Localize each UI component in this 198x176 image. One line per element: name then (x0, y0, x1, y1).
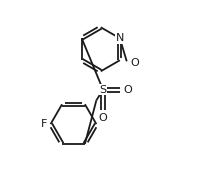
Text: O: O (99, 113, 108, 123)
Text: N: N (116, 33, 124, 43)
Text: O: O (130, 58, 139, 68)
Text: F: F (41, 119, 48, 129)
Text: S: S (99, 85, 107, 95)
Text: O: O (123, 85, 132, 95)
